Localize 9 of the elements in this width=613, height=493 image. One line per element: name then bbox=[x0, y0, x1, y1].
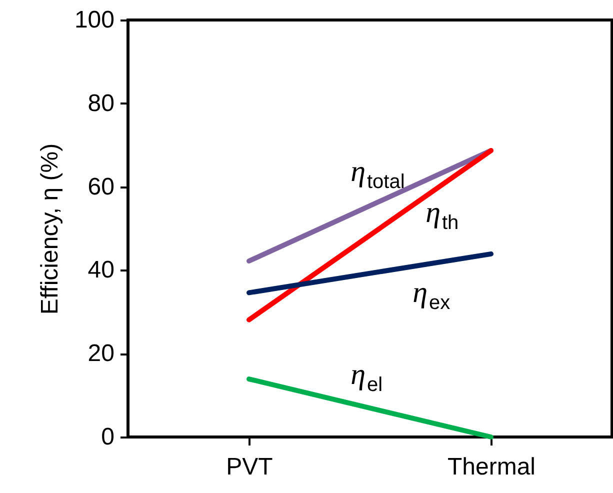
y-tick-label: 100 bbox=[74, 6, 114, 34]
y-axis-title: Efficiency, η (%) bbox=[36, 143, 64, 315]
y-tick-label: 0 bbox=[101, 424, 114, 450]
y-tick-label: 20 bbox=[88, 340, 114, 368]
y-tick-label: 40 bbox=[88, 256, 114, 284]
x-tick-label: Thermal bbox=[447, 454, 536, 480]
y-tick-label: 80 bbox=[88, 90, 114, 117]
y-tick-label: 60 bbox=[88, 173, 114, 200]
x-tick-label: PVT bbox=[226, 454, 274, 480]
